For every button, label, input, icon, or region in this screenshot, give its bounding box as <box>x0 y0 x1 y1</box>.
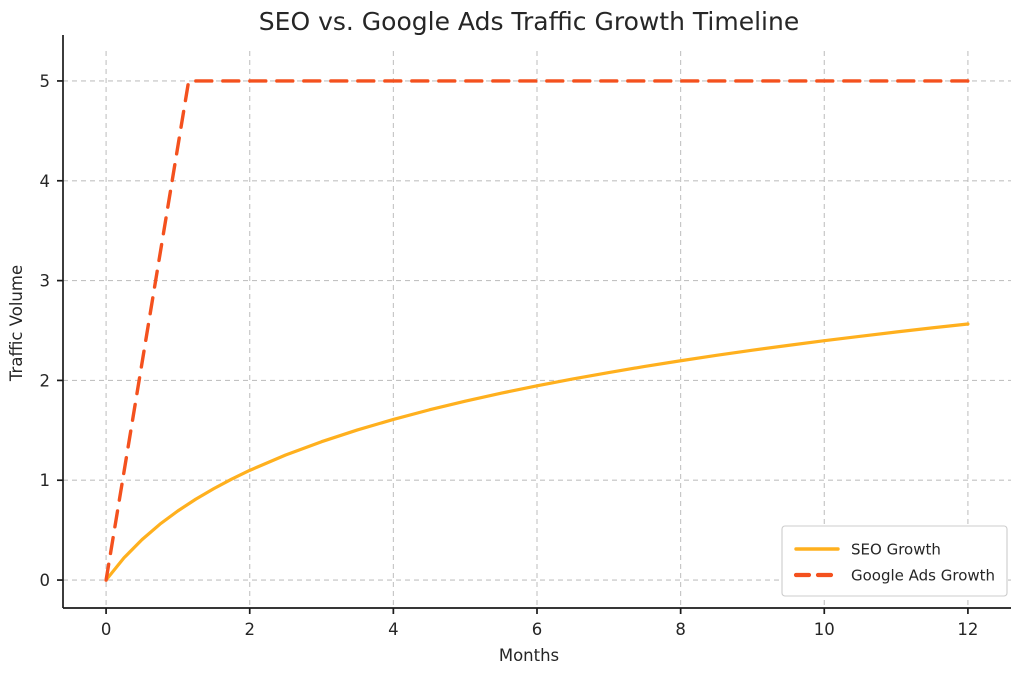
legend-entry[interactable]: SEO Growth <box>794 541 941 559</box>
legend-entry[interactable]: Google Ads Growth <box>793 567 995 585</box>
series-line-google-ads-growth <box>104 79 970 582</box>
chart-title: SEO vs. Google Ads Traffic Growth Timeli… <box>259 7 799 36</box>
y-tick-label: 5 <box>40 72 51 91</box>
x-tick-label: 12 <box>957 620 978 639</box>
legend-label: Google Ads Growth <box>851 567 995 585</box>
legend-box <box>781 525 1008 597</box>
x-tick-label: 10 <box>814 620 835 639</box>
axis-spines <box>62 35 1011 609</box>
y-tick-label: 4 <box>40 172 51 191</box>
y-tick-label: 1 <box>40 471 51 490</box>
x-tick-label: 8 <box>675 620 686 639</box>
series-line-seo-growth <box>104 322 970 582</box>
y-tick-label: 0 <box>40 571 51 590</box>
x-tick-label: 0 <box>101 620 112 639</box>
x-tick-label: 4 <box>388 620 399 639</box>
chart-legend[interactable]: SEO Growth Google Ads Growth <box>781 525 1008 597</box>
data-series-layer <box>104 79 970 582</box>
x-tick-label: 6 <box>532 620 543 639</box>
y-tick-label: 2 <box>40 371 51 390</box>
y-tick-label: 3 <box>40 272 51 291</box>
x-axis-label: Months <box>499 646 559 665</box>
gridlines <box>63 51 1011 608</box>
axis-ticks <box>57 80 969 614</box>
x-tick-label: 2 <box>244 620 255 639</box>
legend-label: SEO Growth <box>851 541 941 559</box>
y-axis-label: Traffic Volume <box>7 265 26 382</box>
